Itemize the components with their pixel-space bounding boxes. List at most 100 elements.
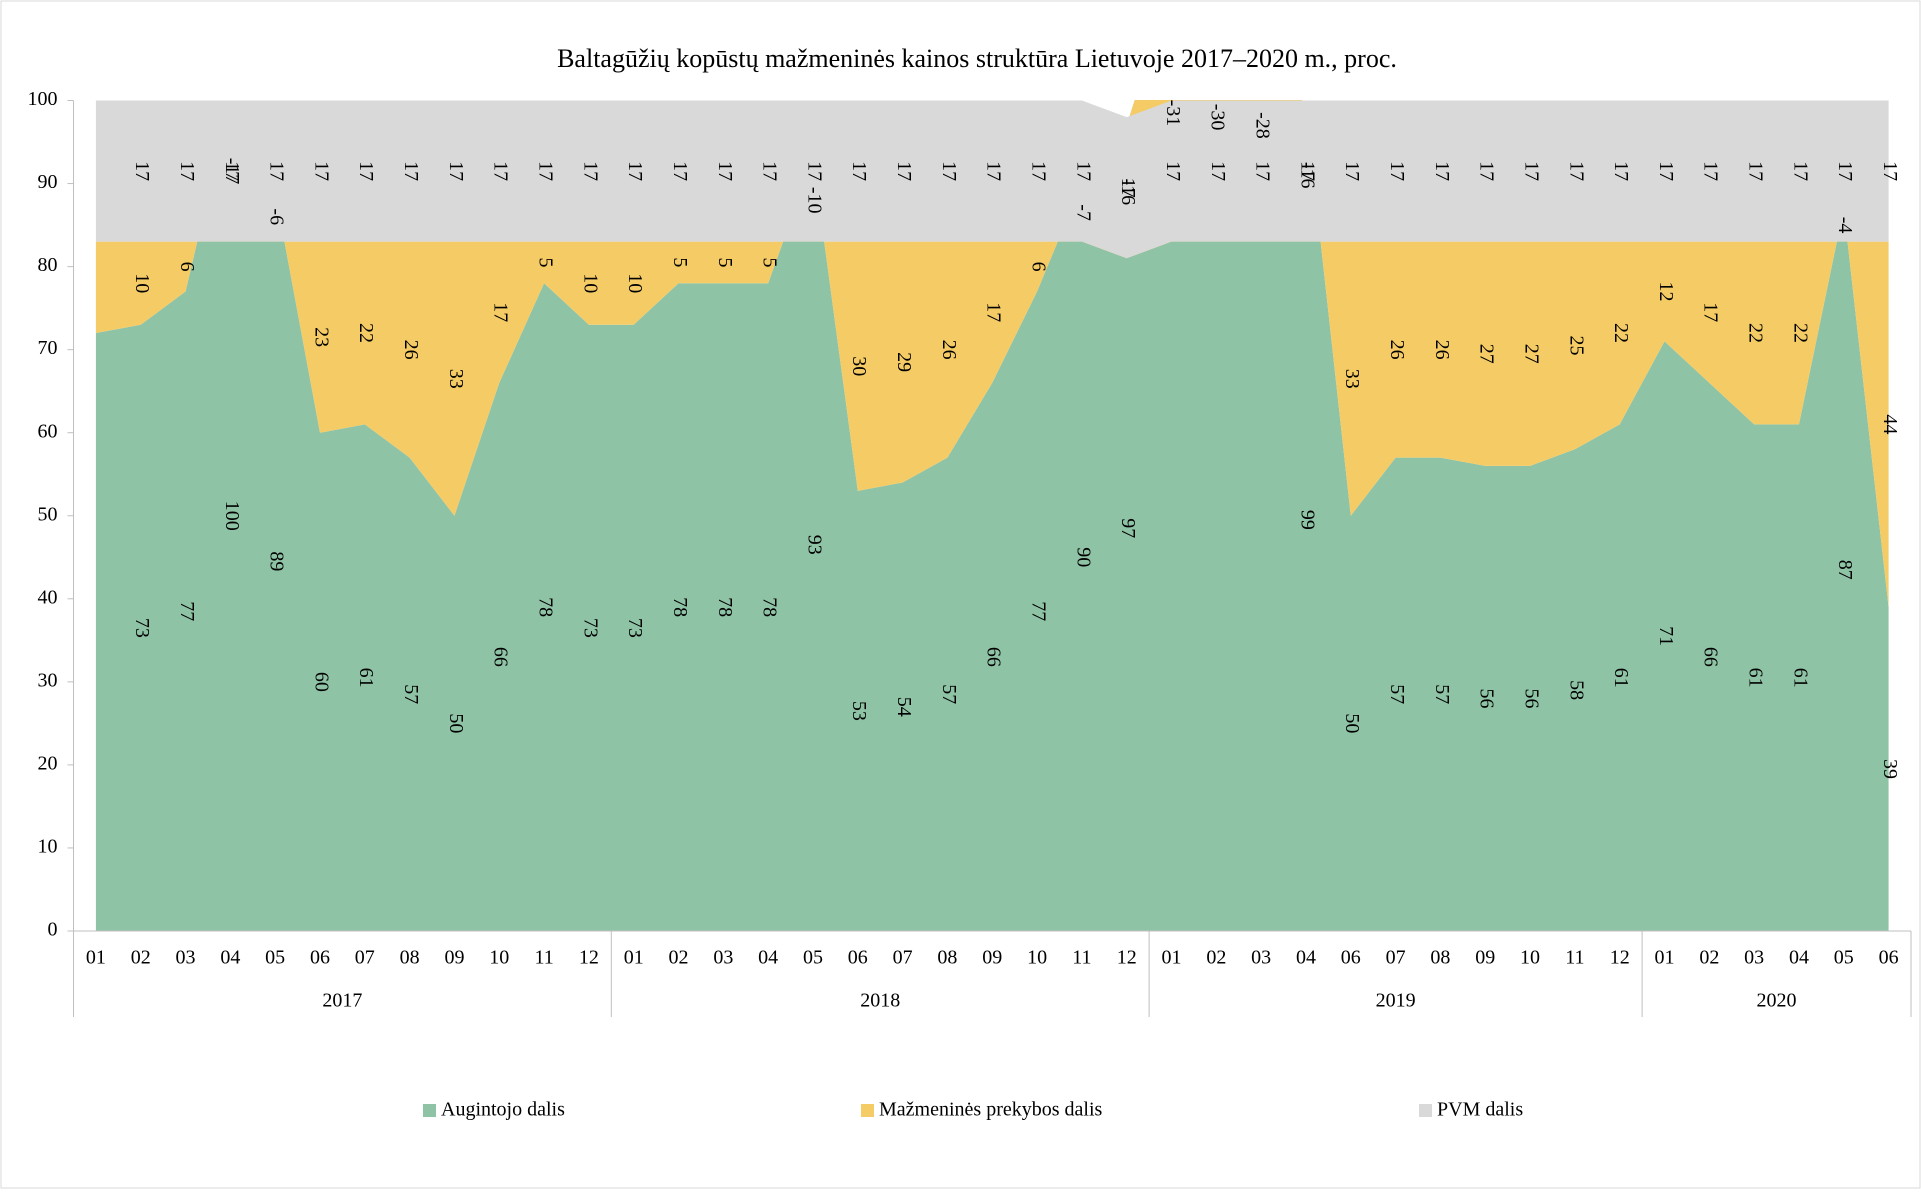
data-label: 61 [1610, 668, 1632, 688]
data-label: 17 [759, 161, 781, 181]
data-label: 17 [1252, 161, 1274, 181]
data-label: 87 [1834, 560, 1856, 580]
data-label: 100 [221, 501, 243, 531]
data-label: 5 [714, 257, 736, 267]
data-label: 78 [714, 597, 736, 617]
data-label: 78 [669, 597, 691, 617]
data-label: 17 [1879, 161, 1901, 181]
x-tick-label: 09 [1475, 947, 1495, 969]
x-tick-label: 12 [579, 947, 599, 969]
data-label: 17 [445, 161, 467, 181]
y-tick-label: 20 [38, 752, 58, 774]
data-label: 23 [310, 327, 332, 347]
data-label: -17 [221, 158, 243, 185]
legend-label: PVM dalis [1437, 1099, 1523, 1121]
data-label: 17 [490, 302, 512, 322]
data-label: 66 [983, 647, 1005, 667]
data-label: 56 [1476, 688, 1498, 708]
data-label: 5 [669, 257, 691, 267]
x-tick-label: 08 [1430, 947, 1450, 969]
data-label: 17 [1700, 302, 1722, 322]
legend-swatch [861, 1104, 874, 1117]
x-tick-label: 11 [1072, 947, 1091, 969]
y-tick-label: 100 [28, 88, 58, 110]
data-label: 10 [131, 273, 153, 293]
data-label: 27 [1520, 344, 1542, 364]
data-label: 61 [1745, 668, 1767, 688]
x-tick-label: 04 [220, 947, 240, 969]
data-label: 78 [534, 597, 556, 617]
legend-label: Augintojo dalis [441, 1099, 565, 1121]
area [95, 100, 1889, 608]
data-label: 57 [1386, 684, 1408, 704]
data-label: 17 [1162, 161, 1184, 181]
x-tick-label: 12 [1610, 947, 1630, 969]
data-label: -4 [1834, 217, 1856, 234]
data-label: 44 [1879, 414, 1901, 434]
data-label: 73 [579, 618, 601, 638]
x-group-label: 2019 [1376, 990, 1416, 1012]
data-label: 26 [938, 340, 960, 360]
data-label: -16 [1117, 179, 1139, 206]
y-tick-label: 70 [38, 337, 58, 359]
data-label: 17 [1789, 161, 1811, 181]
x-tick-label: 02 [1206, 947, 1226, 969]
x-tick-label: 12 [1117, 947, 1137, 969]
x-tick-label: 01 [86, 947, 106, 969]
x-tick-label: 09 [444, 947, 464, 969]
data-label: 5 [534, 257, 556, 267]
y-tick-label: 30 [38, 669, 58, 691]
data-label: 17 [1296, 161, 1318, 181]
data-label: 17 [355, 161, 377, 181]
x-tick-label: 01 [1162, 947, 1182, 969]
x-tick-label: 03 [176, 947, 196, 969]
x-tick-label: 04 [1296, 947, 1316, 969]
legend-swatch [1419, 1104, 1432, 1117]
data-label: 17 [1610, 161, 1632, 181]
data-label: 17 [893, 161, 915, 181]
data-label: 17 [131, 161, 153, 181]
data-label: 60 [310, 672, 332, 692]
x-tick-label: 10 [1520, 947, 1540, 969]
x-tick-label: 02 [669, 947, 689, 969]
x-tick-label: 01 [1655, 947, 1675, 969]
x-group-label: 2020 [1757, 990, 1797, 1012]
x-tick-label: 11 [1565, 947, 1584, 969]
data-label: 17 [1027, 161, 1049, 181]
x-tick-label: 01 [624, 947, 644, 969]
data-label: 17 [1341, 161, 1363, 181]
data-label: 5 [759, 257, 781, 267]
x-tick-label: 04 [1789, 947, 1809, 969]
data-label: 61 [1789, 668, 1811, 688]
y-tick-label: 40 [38, 586, 58, 608]
data-label: 30 [848, 356, 870, 376]
legend-label: Mažmeninės prekybos dalis [879, 1099, 1102, 1121]
x-tick-label: 03 [1744, 947, 1764, 969]
x-group-label: 2018 [860, 990, 900, 1012]
data-label: 17 [1117, 178, 1139, 198]
data-label: 10 [624, 273, 646, 293]
data-label: 66 [490, 647, 512, 667]
data-label: 17 [1655, 161, 1677, 181]
data-label: 26 [1431, 340, 1453, 360]
data-label: 97 [1117, 518, 1139, 538]
x-tick-label: 03 [713, 947, 733, 969]
data-label: 17 [490, 161, 512, 181]
data-label: 17 [938, 161, 960, 181]
data-label: 99 [1296, 510, 1318, 530]
data-label: 33 [445, 369, 467, 389]
x-tick-label: 11 [534, 947, 553, 969]
chart-title: Baltagūžių kopūstų mažmeninės kainos str… [557, 44, 1397, 73]
data-label: 17 [1386, 161, 1408, 181]
data-label: 26 [400, 340, 422, 360]
data-label: 17 [848, 161, 870, 181]
x-tick-label: 03 [1251, 947, 1271, 969]
data-label: 54 [893, 697, 915, 717]
x-tick-label: 05 [803, 947, 823, 969]
data-label: 17 [669, 161, 691, 181]
data-label: 77 [1027, 601, 1049, 621]
x-tick-label: 07 [1386, 947, 1406, 969]
x-tick-label: 02 [1699, 947, 1719, 969]
data-label: 77 [176, 601, 198, 621]
